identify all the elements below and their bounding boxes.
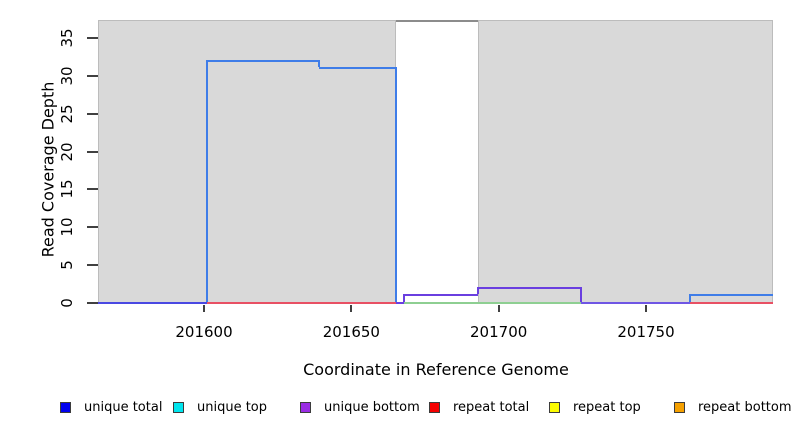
series-segment-green-zero	[404, 302, 582, 304]
x-axis-title: Coordinate in Reference Genome	[303, 360, 569, 379]
y-axis-tick-label: 35	[58, 28, 76, 48]
series-vertical	[394, 67, 397, 302]
x-axis-tick	[497, 305, 500, 312]
legend-swatch-icon	[674, 401, 685, 413]
legend-swatch-icon	[60, 401, 71, 413]
plot-box-top-line	[395, 20, 479, 22]
legend-swatch-icon	[549, 401, 560, 413]
legend-item: repeat total	[429, 399, 529, 415]
y-axis-tick-label: 15	[58, 179, 76, 199]
x-axis-tick-label: 201700	[470, 323, 528, 341]
series-segment-blue-level-1-right	[690, 294, 773, 297]
series-segment-purple-zero-gap	[395, 302, 405, 304]
x-axis-tick	[203, 305, 205, 312]
y-axis-tick	[87, 264, 98, 267]
legend-item: unique bottom	[300, 399, 420, 415]
series-segment-purple-level-2	[478, 286, 582, 289]
series-segment-blue-zero-left	[97, 302, 207, 304]
legend-item: repeat bottom	[674, 399, 792, 415]
series-segment-purple-zero-mid	[581, 302, 691, 304]
legend-swatch-icon	[300, 401, 311, 413]
y-axis-tick	[87, 74, 98, 77]
series-segment-blue-level-32	[206, 59, 319, 62]
x-axis-tick-label: 201600	[175, 323, 233, 341]
y-axis-tick	[87, 302, 98, 304]
legend-label: unique bottom	[324, 399, 420, 415]
legend-label: unique total	[84, 399, 163, 415]
legend-swatch-icon	[429, 401, 440, 413]
series-segment-repeat-zero-left	[206, 302, 396, 304]
series-vertical	[205, 59, 208, 302]
legend-label: repeat top	[573, 399, 641, 415]
legend-item: repeat top	[549, 399, 641, 415]
legend-label: repeat bottom	[698, 399, 792, 415]
legend-label: repeat total	[453, 399, 530, 415]
y-axis-tick-label: 10	[58, 217, 76, 237]
shaded-region	[97, 20, 396, 304]
series-segment-purple-level-1	[404, 294, 479, 297]
y-axis-tick	[87, 188, 98, 191]
series-vertical	[689, 294, 692, 302]
legend-item: unique total	[60, 399, 162, 415]
legend-label: unique top	[197, 399, 268, 415]
y-axis-tick	[87, 226, 98, 229]
y-axis-tick-label: 20	[58, 142, 76, 162]
x-axis-tick	[350, 305, 353, 312]
legend-item: unique top	[173, 399, 267, 415]
y-axis-tick	[87, 112, 98, 115]
y-axis-title: Read Coverage Depth	[38, 81, 58, 258]
series-vertical	[317, 59, 320, 68]
series-vertical	[580, 286, 583, 302]
x-axis-tick-label: 201750	[617, 323, 675, 341]
series-segment-blue-level-31	[318, 67, 396, 70]
y-axis-tick	[87, 150, 98, 153]
series-vertical	[403, 294, 406, 302]
y-axis-tick	[87, 37, 98, 39]
y-axis-tick-label: 0	[58, 298, 76, 308]
y-axis-tick-label: 30	[58, 66, 76, 86]
series-segment-repeat-zero-right	[690, 302, 773, 304]
x-axis-tick	[645, 305, 647, 312]
legend-swatch-icon	[173, 401, 184, 413]
y-axis-tick-label: 25	[58, 104, 76, 124]
legend: unique total unique top unique bottom repea…	[0, 399, 792, 419]
x-axis-tick-label: 201650	[322, 323, 380, 341]
series-vertical	[477, 286, 480, 295]
y-axis-tick-label: 5	[58, 260, 76, 270]
shaded-region	[478, 20, 773, 304]
